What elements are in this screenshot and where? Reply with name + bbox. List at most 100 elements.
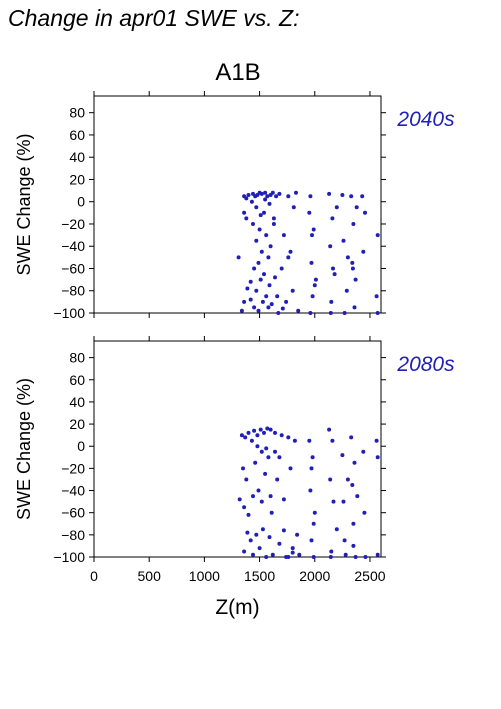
data-point — [350, 266, 355, 271]
data-point — [286, 194, 291, 199]
data-point — [267, 283, 272, 288]
data-point — [265, 426, 270, 431]
data-point — [251, 222, 255, 226]
data-point — [275, 477, 280, 482]
data-point — [311, 555, 316, 559]
data-point — [290, 546, 295, 551]
data-point — [248, 538, 253, 543]
data-point — [286, 435, 291, 440]
data-point — [259, 191, 264, 196]
data-point — [312, 510, 317, 515]
data-point — [269, 302, 274, 307]
data-point — [374, 294, 379, 299]
data-point — [264, 446, 269, 451]
y-tick-label: −60 — [61, 505, 85, 521]
y-tick-label: 60 — [69, 127, 85, 143]
data-point — [349, 194, 354, 199]
data-point — [352, 460, 357, 465]
data-point — [331, 499, 336, 504]
panel-2080s: −100 −80 −60 −40 −20 0 20 40 60 80 0 500 1000 1500 200… — [14, 336, 455, 619]
data-point — [263, 190, 268, 195]
data-point — [344, 288, 349, 293]
data-point — [290, 288, 295, 293]
data-point — [294, 190, 298, 195]
data-point — [374, 438, 379, 443]
data-point — [312, 283, 317, 288]
data-point — [309, 538, 314, 543]
y-tick-label: −40 — [61, 238, 85, 254]
data-point — [329, 549, 334, 554]
data-point — [354, 205, 359, 210]
data-point — [252, 305, 257, 310]
data-point — [310, 294, 315, 299]
data-point — [351, 222, 356, 226]
y-tick-label: −60 — [61, 260, 85, 276]
data-point — [352, 305, 357, 310]
data-point — [310, 455, 315, 460]
y-tick-label: −20 — [61, 460, 85, 476]
y-tick-label: −100 — [53, 305, 85, 321]
data-point — [328, 477, 333, 482]
data-point — [259, 499, 264, 504]
data-point — [264, 233, 269, 238]
data-point — [360, 194, 365, 199]
data-point — [262, 430, 266, 435]
period-label: 2040s — [396, 108, 455, 131]
data-point — [375, 311, 380, 315]
data-point — [345, 477, 350, 482]
data-point — [251, 552, 255, 557]
data-point — [340, 453, 345, 458]
y-tick-label: 40 — [69, 149, 85, 165]
data-point — [361, 249, 366, 254]
data-point — [273, 430, 277, 435]
data-point — [244, 196, 249, 201]
data-point — [254, 238, 259, 243]
data-point — [308, 194, 313, 199]
data-point — [327, 427, 332, 432]
data-point — [259, 249, 264, 254]
data-point — [292, 438, 297, 443]
data-point — [266, 255, 271, 260]
data-point — [275, 294, 280, 299]
data-point — [245, 286, 250, 291]
data-point — [270, 552, 275, 557]
data-point — [308, 488, 313, 493]
data-point — [248, 279, 253, 284]
data-point — [310, 233, 314, 238]
data-point — [252, 266, 257, 271]
period-label: 2080s — [396, 353, 455, 376]
data-point — [249, 199, 254, 204]
data-point — [263, 197, 268, 202]
data-point — [246, 193, 251, 197]
data-point — [355, 494, 360, 499]
data-point — [254, 205, 259, 210]
data-point — [276, 311, 281, 315]
data-point — [244, 477, 249, 482]
data-point — [260, 299, 265, 304]
y-tick-label: 80 — [69, 350, 85, 366]
data-point — [254, 532, 259, 537]
y-tick-label: 40 — [69, 394, 85, 410]
data-point — [264, 555, 269, 559]
data-point — [280, 306, 285, 311]
data-point — [256, 260, 261, 265]
data-point — [257, 546, 262, 551]
data-point — [269, 510, 274, 515]
data-point — [361, 449, 366, 454]
data-point — [273, 275, 277, 280]
data-point — [258, 277, 263, 282]
plot-frame — [93, 95, 382, 314]
data-point — [236, 255, 241, 260]
data-point — [262, 210, 266, 215]
data-point — [341, 238, 346, 243]
data-point — [263, 471, 268, 476]
data-point — [245, 530, 250, 535]
y-tick-label: 60 — [69, 372, 85, 388]
data-point — [277, 455, 282, 460]
y-axis-label: SWE Change (%) — [14, 378, 34, 520]
data-point — [328, 555, 333, 559]
data-point — [288, 249, 293, 254]
x-tick-label: 2500 — [354, 568, 385, 584]
data-point — [277, 541, 282, 546]
